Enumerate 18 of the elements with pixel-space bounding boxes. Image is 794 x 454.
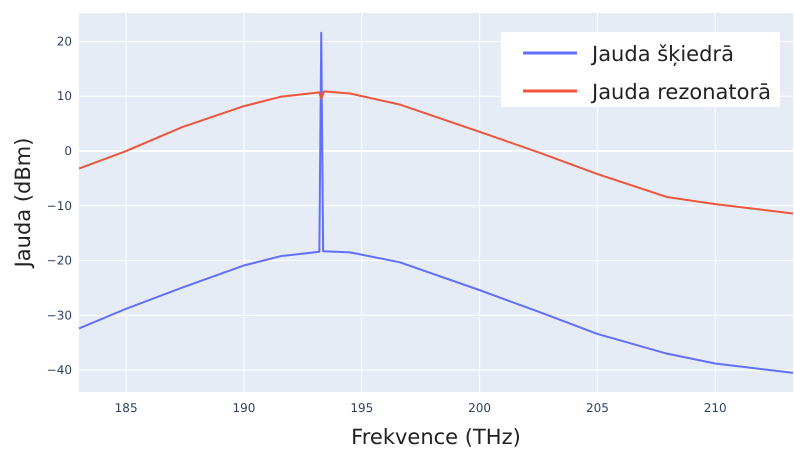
line-series	[78, 32, 794, 374]
x-tick-label: 205	[586, 401, 609, 415]
y-tick-label: 10	[56, 89, 72, 104]
x-tick-label: 195	[350, 401, 374, 415]
y-tick-label: −10	[46, 198, 72, 213]
y-tick-label: −40	[46, 363, 72, 378]
y-tick-label: 20	[56, 34, 72, 48]
x-tick-label: 200	[468, 401, 492, 415]
legend-label: Jauda rezonatorā	[590, 80, 771, 104]
y-tick-label: −30	[46, 308, 72, 322]
legend-label: Jauda šķiedrā	[590, 42, 734, 66]
x-tick-label: 185	[114, 401, 138, 415]
y-axis-title: Jauda (dBm)	[11, 138, 35, 270]
x-tick-label: 210	[704, 401, 727, 415]
y-tick-label: 0	[64, 144, 72, 158]
y-tick-label: −20	[46, 254, 72, 268]
x-tick-label: 190	[232, 401, 256, 415]
x-axis-title: Frekvence (THz)	[351, 425, 521, 449]
